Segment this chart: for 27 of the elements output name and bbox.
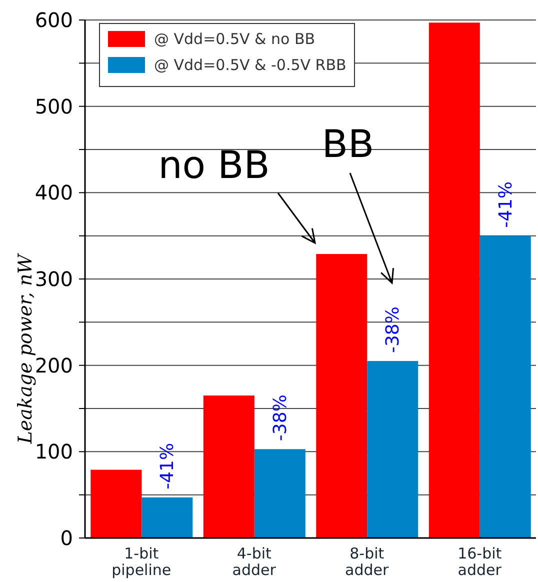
annotation: -38% <box>270 394 291 442</box>
bar <box>90 470 142 538</box>
bar <box>203 396 254 538</box>
y-tick-label: 300 <box>34 267 73 291</box>
annotation: -41% <box>157 442 178 490</box>
x-tick-label: 16-bit adder <box>458 544 502 579</box>
x-tick-label: 8-bit adder <box>345 544 390 579</box>
y-tick-label: 100 <box>34 440 73 464</box>
y-tick-label: 200 <box>34 353 73 378</box>
bar <box>480 236 531 538</box>
annotation: no BB <box>158 143 270 187</box>
legend-label: @ Vdd=0.5V & no BB <box>154 30 316 48</box>
y-tick-label: 600 <box>34 8 73 32</box>
bar <box>428 22 480 538</box>
legend-label: @ Vdd=0.5V & -0.5V RBB <box>154 56 346 74</box>
y-tick-label: 400 <box>34 180 73 205</box>
annotation: -38% <box>382 306 404 354</box>
bar <box>316 254 368 538</box>
bar <box>367 361 418 538</box>
annotation: -41% <box>495 181 516 228</box>
x-tick-label: 4-bit adder <box>232 544 277 579</box>
x-tick-label: 1-bit pipeline <box>112 544 172 579</box>
y-tick-label: 500 <box>34 94 73 118</box>
y-axis-title: Leakage power, nW <box>14 252 37 445</box>
bar <box>142 497 193 538</box>
bar <box>254 449 306 538</box>
y-tick-label: 0 <box>60 526 73 550</box>
